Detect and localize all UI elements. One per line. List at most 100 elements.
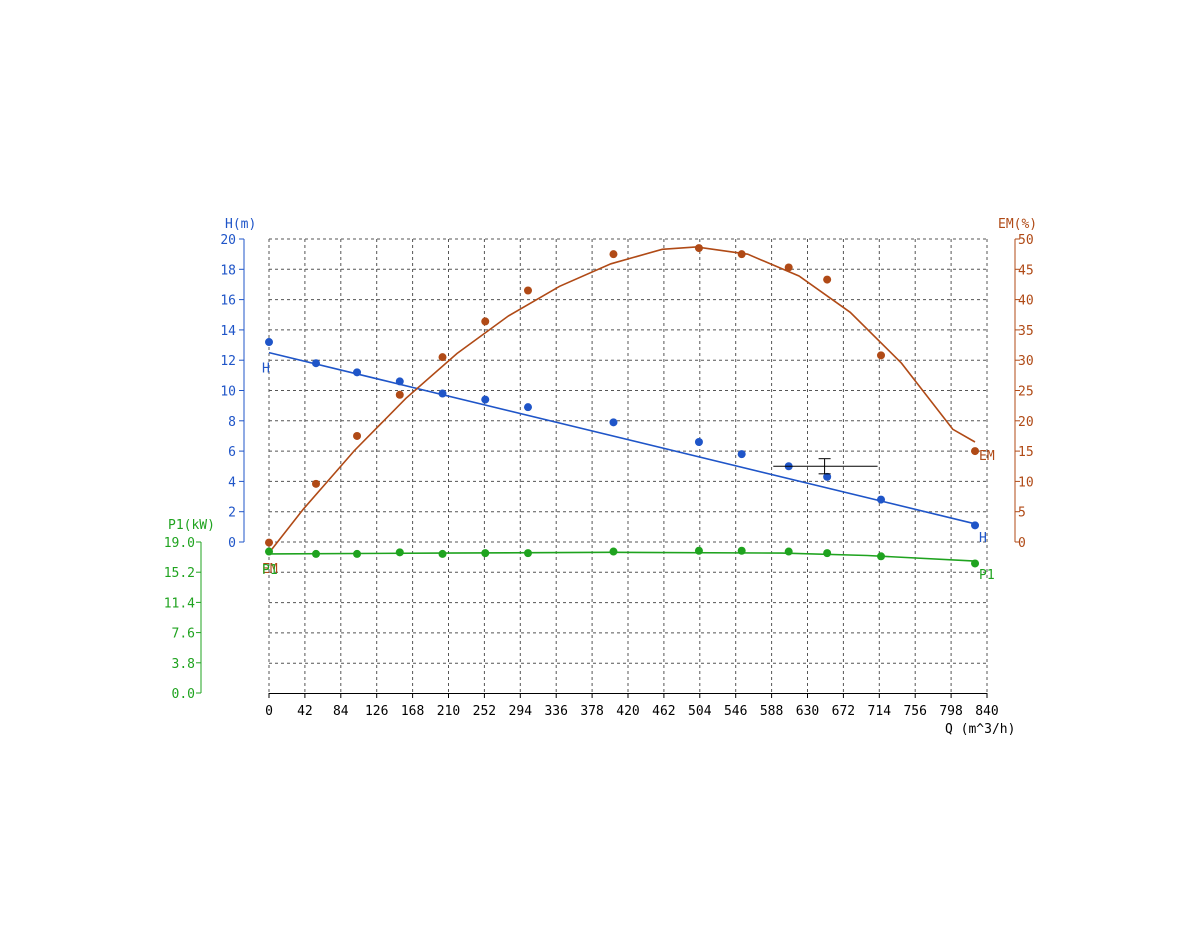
x-tick-label: 588 xyxy=(760,704,783,719)
p1-data-point xyxy=(438,549,447,558)
p1-data-point xyxy=(877,552,886,561)
axes: 0 42 84 126 168 210 252 294 336 378 420 462 504 546 58… xyxy=(164,233,1034,719)
h-data-point xyxy=(312,359,321,368)
h-tick-label: 2 xyxy=(228,506,236,521)
h-tick-label: 0 xyxy=(228,536,236,551)
em-tick-label: 40 xyxy=(1018,294,1034,309)
em-data-point xyxy=(694,244,703,253)
h-curve-label-left: H xyxy=(262,362,270,377)
h-data-point xyxy=(395,377,404,386)
em-data-point xyxy=(312,479,321,488)
p1-data-point xyxy=(737,546,746,555)
h-tick-label: 18 xyxy=(220,263,236,278)
em-data-point xyxy=(971,447,980,456)
h-tick-label: 6 xyxy=(228,445,236,460)
p1-tick-label: 7.6 xyxy=(172,627,195,642)
x-tick-label: 546 xyxy=(724,704,747,719)
em-fit-curve xyxy=(268,246,976,554)
p1-data-point xyxy=(523,549,532,558)
x-tick-label: 336 xyxy=(544,704,567,719)
h-data-point xyxy=(609,418,618,427)
h-data-point xyxy=(877,495,886,504)
em-data-point xyxy=(265,538,273,547)
em-tick-label: 0 xyxy=(1018,536,1026,551)
h-data-point xyxy=(523,403,532,412)
em-axis-label: EM(%) xyxy=(998,217,1037,232)
fit-curves xyxy=(268,246,976,562)
p1-curve-label-left: P1 xyxy=(262,563,278,578)
h-data-point xyxy=(481,395,490,404)
x-tick-label: 252 xyxy=(473,704,496,719)
em-data-point xyxy=(523,286,532,295)
p1-tick-label: 11.4 xyxy=(164,596,195,611)
em-data-point xyxy=(784,263,793,272)
em-tick-label: 45 xyxy=(1018,263,1034,278)
p1-axis-label: P1(kW) xyxy=(168,518,215,533)
x-tick-label: 420 xyxy=(616,704,639,719)
em-tick-label: 10 xyxy=(1018,475,1034,490)
p1-data-point xyxy=(481,549,490,558)
x-tick-label: 630 xyxy=(796,704,819,719)
em-curve-label-right: EM xyxy=(979,449,995,464)
p1-data-point xyxy=(971,559,980,568)
grid-lines xyxy=(268,238,988,694)
p1-data-point xyxy=(823,549,832,558)
em-tick-label: 35 xyxy=(1018,324,1034,339)
h-data-point xyxy=(353,368,362,377)
x-axis-label: Q (m^3/h) xyxy=(945,722,1015,737)
em-curve-label-left: EM xyxy=(262,562,278,577)
p1-curve-label-right: P1 xyxy=(979,568,995,583)
em-data-point xyxy=(395,390,404,399)
em-tick-label: 15 xyxy=(1018,445,1034,460)
p1-data-point xyxy=(353,549,362,558)
x-tick-label: 462 xyxy=(652,704,675,719)
h-curve-label-right: H xyxy=(979,531,987,546)
x-tick-label: 168 xyxy=(401,704,424,719)
p1-tick-label: 19.0 xyxy=(164,536,195,551)
p1-data-point xyxy=(694,546,703,555)
h-data-point xyxy=(265,338,273,347)
h-axis-label: H(m) xyxy=(225,217,256,232)
em-data-point xyxy=(877,351,886,360)
p1-data-point xyxy=(609,547,618,556)
em-tick-label: 50 xyxy=(1018,233,1034,248)
p1-tick-label: 3.8 xyxy=(172,657,195,672)
em-tick-label: 25 xyxy=(1018,385,1034,400)
em-data-point xyxy=(737,250,746,259)
em-data-point xyxy=(438,353,447,362)
em-data-point xyxy=(609,250,618,259)
p1-data-point xyxy=(265,547,273,556)
em-tick-label: 20 xyxy=(1018,415,1034,430)
x-tick-label: 210 xyxy=(437,704,460,719)
h-tick-label: 10 xyxy=(220,385,236,400)
h-tick-label: 16 xyxy=(220,294,236,309)
p1-data-point xyxy=(395,548,404,557)
p1-data-point xyxy=(784,547,793,556)
em-tick-label: 30 xyxy=(1018,354,1034,369)
x-tick-label: 84 xyxy=(333,704,349,719)
h-tick-label: 14 xyxy=(220,324,236,339)
data-points xyxy=(265,244,980,568)
p1-tick-label: 15.2 xyxy=(164,566,195,581)
p1-data-point xyxy=(312,549,321,558)
p1-fit-curve xyxy=(268,551,976,562)
em-tick-label: 5 xyxy=(1018,506,1026,521)
x-tick-label: 0 xyxy=(265,704,273,719)
h-tick-label: 12 xyxy=(220,354,236,369)
em-data-point xyxy=(353,431,362,440)
h-tick-label: 20 xyxy=(220,233,236,248)
em-data-point xyxy=(481,317,490,326)
x-tick-label: 840 xyxy=(975,704,998,719)
h-data-point xyxy=(737,450,746,459)
x-tick-label: 378 xyxy=(580,704,603,719)
x-tick-label: 714 xyxy=(868,704,892,719)
h-data-point xyxy=(823,472,832,481)
x-tick-label: 294 xyxy=(509,704,533,719)
h-data-point xyxy=(438,389,447,398)
h-data-point xyxy=(694,438,703,447)
x-tick-label: 672 xyxy=(832,704,855,719)
p1-tick-label: 0.0 xyxy=(172,687,195,702)
h-data-point xyxy=(971,521,980,530)
